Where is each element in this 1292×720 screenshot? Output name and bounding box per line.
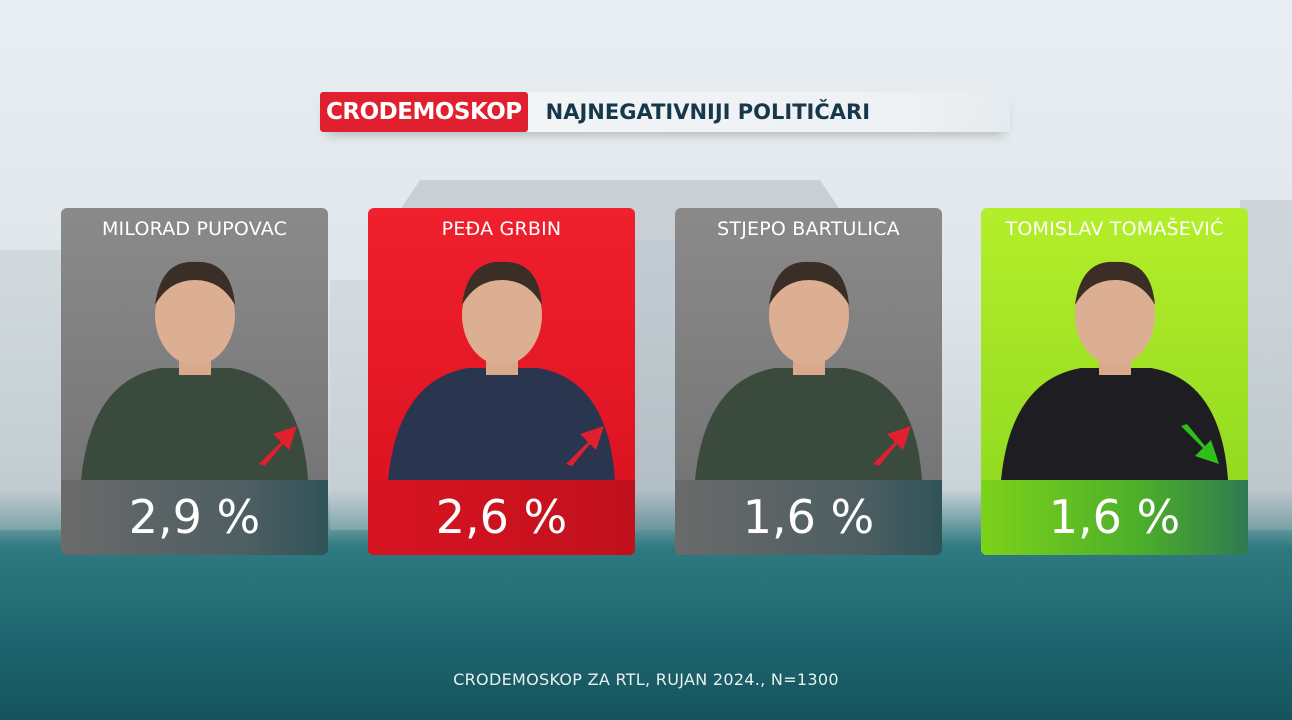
politician-photo	[81, 261, 308, 480]
politician-card: STJEPO BARTULICA 1,6 %	[675, 208, 942, 555]
page-title: NAJNEGATIVNIJI POLITIČARI	[545, 100, 871, 124]
percentage-value: 1,6 %	[981, 480, 1248, 555]
politician-card: TOMISLAV TOMAŠEVIĆ 1,6 %	[981, 208, 1248, 555]
politician-name: PEĐA GRBIN	[441, 218, 562, 240]
politician-name: STJEPO BARTULICA	[717, 218, 900, 240]
trend-up-arrow-icon	[566, 426, 604, 466]
percentage-value: 1,6 %	[675, 480, 942, 555]
politician-photo	[388, 261, 615, 480]
trend-down-arrow-icon	[1181, 424, 1219, 464]
source-footer: CRODEMOSKOP ZA RTL, RUJAN 2024., N=1300	[453, 670, 839, 689]
politician-name: TOMISLAV TOMAŠEVIĆ	[1005, 218, 1224, 240]
politician-photo	[695, 261, 922, 480]
politician-card: PEĐA GRBIN 2,6 %	[368, 208, 635, 555]
title-bar: CRODEMOSKOP NAJNEGATIVNIJI POLITIČARI	[320, 92, 1010, 132]
brand-label: CRODEMOSKOP	[320, 92, 528, 132]
politician-card: MILORAD PUPOVAC 2,9 %	[61, 208, 328, 555]
percentage-value: 2,6 %	[368, 480, 635, 555]
politician-photo	[1001, 261, 1228, 480]
politician-name: MILORAD PUPOVAC	[101, 218, 288, 240]
percentage-value: 2,9 %	[61, 480, 328, 555]
trend-up-arrow-icon	[259, 426, 297, 466]
trend-up-arrow-icon	[873, 426, 911, 466]
